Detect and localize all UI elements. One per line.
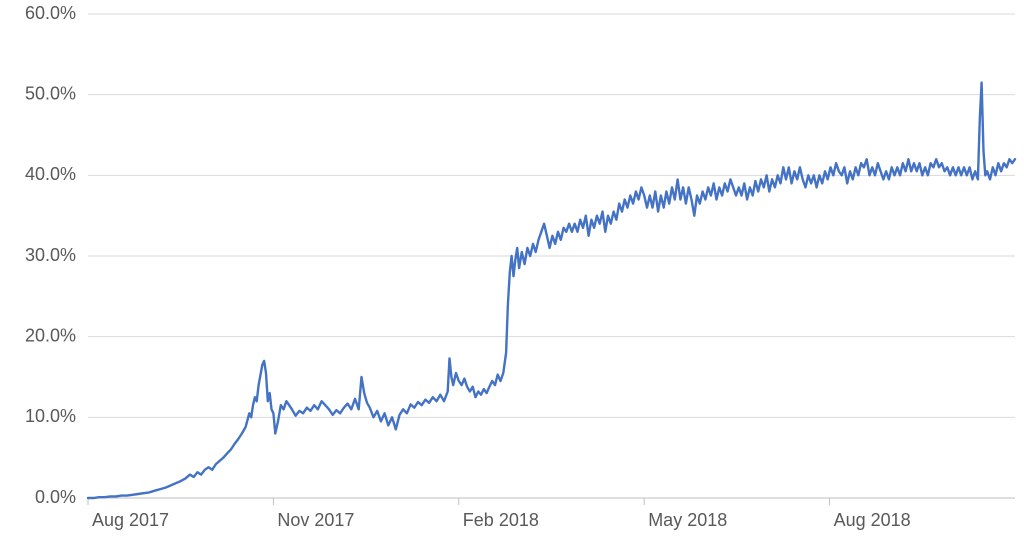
x-tick-label: Feb 2018 <box>463 510 539 530</box>
y-tick-label: 0.0% <box>35 487 76 507</box>
y-tick-label: 30.0% <box>25 245 76 265</box>
y-tick-label: 60.0% <box>25 3 76 23</box>
y-tick-label: 50.0% <box>25 83 76 103</box>
x-tick-label: May 2018 <box>648 510 727 530</box>
line-chart: 0.0% 10.0% 20.0% 30.0% 40.0% 50.0% 60.0% Aug 20… <box>0 0 1024 546</box>
chart-svg: 0.0% 10.0% 20.0% 30.0% 40.0% 50.0% 60.0% Aug 20… <box>0 0 1024 546</box>
x-tick-label: Aug 2017 <box>92 510 169 530</box>
x-tick-label: Aug 2018 <box>834 510 911 530</box>
x-tick-label: Nov 2017 <box>277 510 354 530</box>
percent-series <box>88 83 1015 498</box>
y-tick-label: 40.0% <box>25 164 76 184</box>
y-tick-label: 20.0% <box>25 325 76 345</box>
y-tick-label: 10.0% <box>25 406 76 426</box>
